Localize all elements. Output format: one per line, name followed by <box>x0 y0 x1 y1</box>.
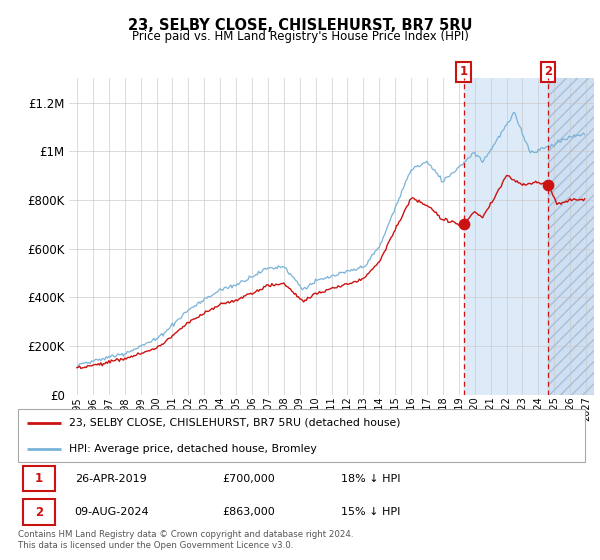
Bar <box>464 78 548 395</box>
Point <box>459 220 469 229</box>
Text: 23, SELBY CLOSE, CHISLEHURST, BR7 5RU (detached house): 23, SELBY CLOSE, CHISLEHURST, BR7 5RU (d… <box>69 418 401 428</box>
Text: 15% ↓ HPI: 15% ↓ HPI <box>341 507 401 517</box>
Text: Price paid vs. HM Land Registry's House Price Index (HPI): Price paid vs. HM Land Registry's House … <box>131 30 469 43</box>
Text: Contains HM Land Registry data © Crown copyright and database right 2024.
This d: Contains HM Land Registry data © Crown c… <box>18 530 353 550</box>
Text: 1: 1 <box>460 66 468 78</box>
Text: 26-APR-2019: 26-APR-2019 <box>75 474 146 484</box>
Text: HPI: Average price, detached house, Bromley: HPI: Average price, detached house, Brom… <box>69 444 317 454</box>
Bar <box>548 78 594 395</box>
FancyBboxPatch shape <box>18 409 585 462</box>
Text: 23, SELBY CLOSE, CHISLEHURST, BR7 5RU: 23, SELBY CLOSE, CHISLEHURST, BR7 5RU <box>128 18 472 33</box>
Text: £863,000: £863,000 <box>222 507 275 517</box>
Text: 2: 2 <box>35 506 43 519</box>
Text: 2: 2 <box>544 66 552 78</box>
FancyBboxPatch shape <box>23 499 55 525</box>
Text: £700,000: £700,000 <box>222 474 275 484</box>
Text: 18% ↓ HPI: 18% ↓ HPI <box>341 474 401 484</box>
Text: 1: 1 <box>35 472 43 485</box>
FancyBboxPatch shape <box>23 466 55 492</box>
Point <box>543 180 553 189</box>
Text: 09-AUG-2024: 09-AUG-2024 <box>75 507 149 517</box>
Bar <box>548 78 594 395</box>
